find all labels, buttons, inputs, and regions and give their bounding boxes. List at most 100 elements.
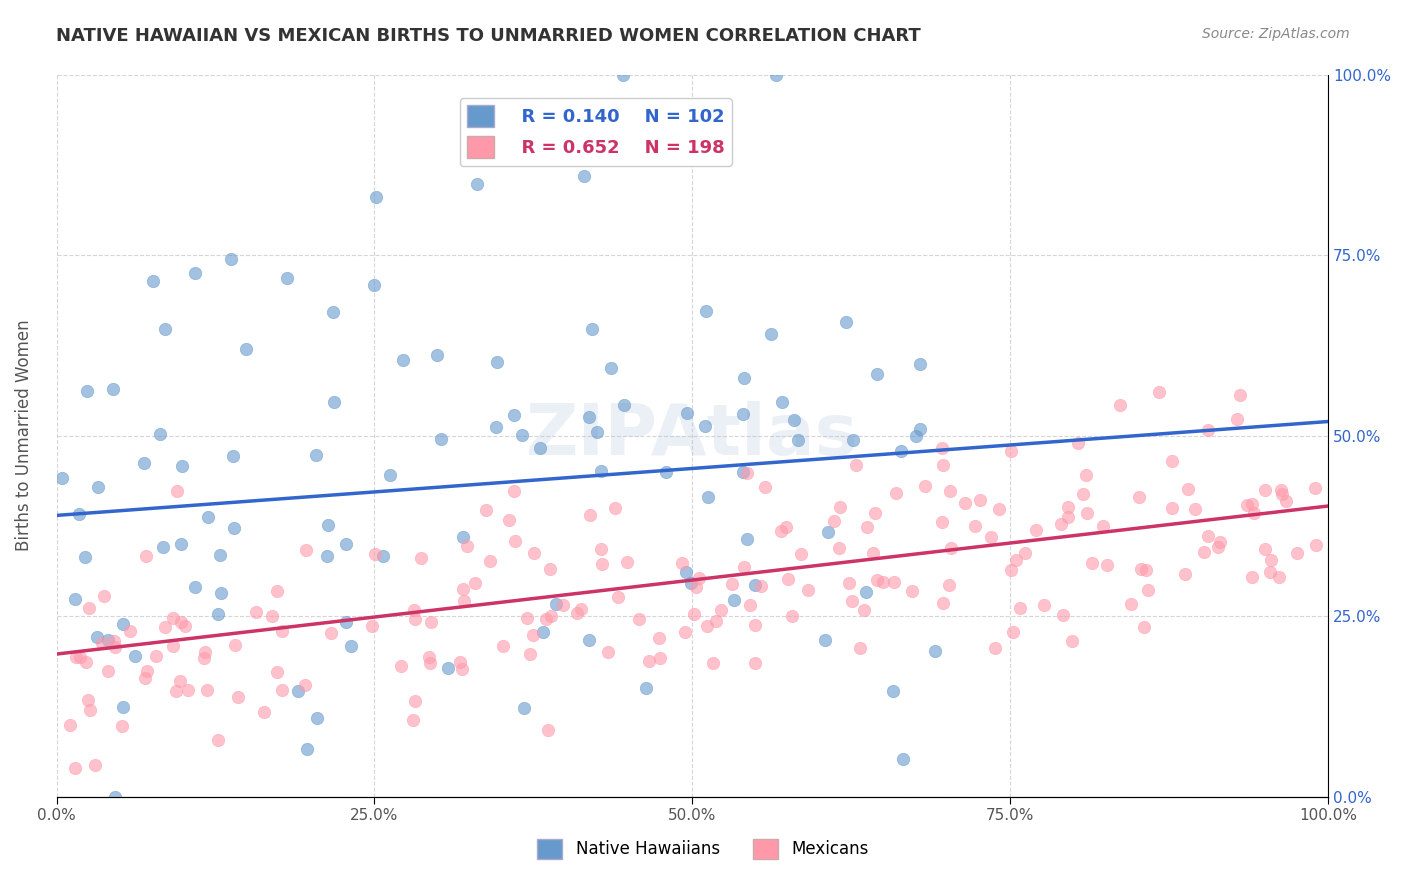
Native Hawaiians <box>451 530 474 544</box>
Native Hawaiians <box>363 278 385 293</box>
Mexicans <box>863 506 886 520</box>
Native Hawaiians <box>905 428 928 442</box>
Mexicans <box>1209 535 1232 549</box>
Mexicans <box>294 678 316 692</box>
Mexicans <box>451 582 474 596</box>
Native Hawaiians <box>295 742 318 756</box>
Mexicans <box>778 573 800 587</box>
Mexicans <box>253 705 276 719</box>
Mexicans <box>69 649 91 664</box>
Native Hawaiians <box>155 321 177 335</box>
Mexicans <box>932 458 955 472</box>
Mexicans <box>319 626 342 640</box>
Mexicans <box>735 467 758 481</box>
Native Hawaiians <box>103 789 125 804</box>
Mexicans <box>849 640 872 655</box>
Mexicans <box>696 618 718 632</box>
Mexicans <box>704 614 727 628</box>
Mexicans <box>1254 483 1277 498</box>
Mexicans <box>579 508 602 522</box>
Mexicans <box>1305 481 1327 495</box>
Native Hawaiians <box>695 304 717 318</box>
Mexicans <box>170 615 193 629</box>
Mexicans <box>1108 398 1130 412</box>
Native Hawaiians <box>733 407 755 421</box>
Mexicans <box>173 619 195 633</box>
Mexicans <box>1056 500 1078 515</box>
Mexicans <box>169 673 191 688</box>
Native Hawaiians <box>744 578 766 592</box>
Y-axis label: Births to Unmarried Women: Births to Unmarried Women <box>15 320 32 551</box>
Mexicans <box>404 612 426 626</box>
Native Hawaiians <box>340 639 363 653</box>
Native Hawaiians <box>391 353 413 368</box>
Mexicans <box>1081 556 1104 570</box>
Mexicans <box>1206 540 1229 554</box>
Mexicans <box>63 761 86 775</box>
Mexicans <box>145 648 167 663</box>
Mexicans <box>589 541 612 556</box>
Mexicans <box>409 550 432 565</box>
Native Hawaiians <box>586 425 609 439</box>
Native Hawaiians <box>142 274 165 288</box>
Mexicans <box>1000 443 1022 458</box>
Mexicans <box>93 589 115 603</box>
Mexicans <box>1133 620 1156 634</box>
Mexicans <box>207 733 229 747</box>
Native Hawaiians <box>323 395 346 409</box>
Mexicans <box>404 694 426 708</box>
Mexicans <box>456 539 478 553</box>
Mexicans <box>1076 506 1098 520</box>
Mexicans <box>987 501 1010 516</box>
Mexicans <box>1274 494 1296 508</box>
Mexicans <box>1130 562 1153 576</box>
Native Hawaiians <box>529 441 551 455</box>
Native Hawaiians <box>184 581 207 595</box>
Native Hawaiians <box>890 443 912 458</box>
Native Hawaiians <box>67 507 90 521</box>
Mexicans <box>401 713 423 727</box>
Native Hawaiians <box>866 367 889 381</box>
Mexicans <box>1119 597 1142 611</box>
Mexicans <box>478 554 501 568</box>
Mexicans <box>828 500 851 515</box>
Mexicans <box>194 645 217 659</box>
Native Hawaiians <box>51 471 73 485</box>
Mexicans <box>744 657 766 671</box>
Native Hawaiians <box>111 617 134 632</box>
Mexicans <box>271 683 294 698</box>
Mexicans <box>503 533 526 548</box>
Mexicans <box>931 597 953 611</box>
Native Hawaiians <box>510 428 533 442</box>
Mexicans <box>683 607 706 622</box>
Native Hawaiians <box>73 549 96 564</box>
Mexicans <box>449 655 471 669</box>
Native Hawaiians <box>426 348 449 362</box>
Mexicans <box>1241 497 1264 511</box>
Mexicans <box>984 640 1007 655</box>
Mexicans <box>538 562 561 576</box>
Native Hawaiians <box>675 565 697 579</box>
Native Hawaiians <box>733 370 755 384</box>
Native Hawaiians <box>224 521 246 535</box>
Mexicans <box>955 496 977 510</box>
Mexicans <box>1236 498 1258 512</box>
Mexicans <box>1032 598 1054 612</box>
Native Hawaiians <box>572 169 595 184</box>
Mexicans <box>1260 553 1282 567</box>
Mexicans <box>118 624 141 639</box>
Mexicans <box>1097 558 1119 572</box>
Native Hawaiians <box>770 395 793 409</box>
Native Hawaiians <box>654 465 676 479</box>
Mexicans <box>1177 482 1199 496</box>
Mexicans <box>266 665 288 680</box>
Native Hawaiians <box>76 384 98 398</box>
Mexicans <box>419 656 441 670</box>
Mexicans <box>838 576 860 591</box>
Mexicans <box>931 516 953 530</box>
Mexicans <box>91 636 114 650</box>
Mexicans <box>1268 570 1291 584</box>
Mexicans <box>294 542 316 557</box>
Mexicans <box>519 647 541 661</box>
Mexicans <box>797 583 820 598</box>
